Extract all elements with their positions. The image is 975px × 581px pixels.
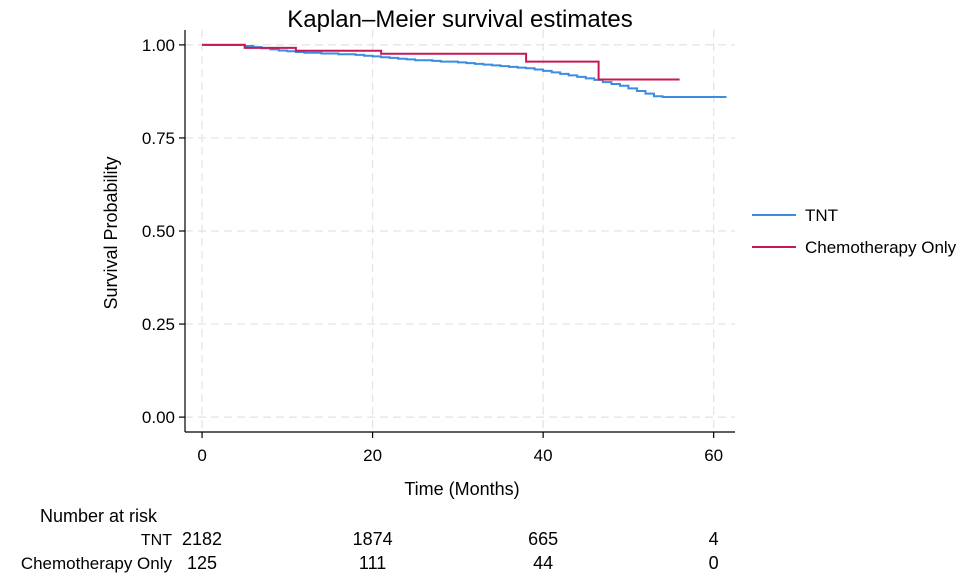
risk-count-0-1: 1874 [353,529,393,549]
y-axis-label: Survival Probability [101,156,121,309]
chart-title: Kaplan–Meier survival estimates [287,6,632,33]
legend: TNT Chemotherapy Only [752,206,957,257]
legend-label-0: TNT [805,206,838,225]
series-lines [202,43,727,98]
risk-count-0-2: 665 [528,529,558,549]
risk-count-1-1: 111 [359,553,386,573]
y-tick-label-2: 0.50 [142,222,175,241]
risk-count-0-0: 2182 [182,529,222,549]
y-ticks: 0.00 0.25 0.50 0.75 1.00 [142,36,185,427]
y-tick-label-1: 0.25 [142,315,175,334]
risk-count-1-2: 44 [533,553,553,573]
x-ticks: 0 20 40 60 [197,432,723,465]
x-axis-label: Time (Months) [404,479,519,499]
series-line-chemotherapy-only [202,43,680,81]
y-tick-label-0: 0.00 [142,408,175,427]
grid-lines [185,30,735,432]
risk-row-label-1: Chemotherapy Only [21,554,173,573]
x-tick-label-1: 20 [363,446,382,465]
series-line-tnt [202,43,727,98]
x-tick-label-2: 40 [534,446,553,465]
y-tick-label-4: 1.00 [142,36,175,55]
x-tick-label-0: 0 [197,446,206,465]
risk-row-label-0: TNT [141,532,172,549]
risk-count-0-3: 4 [709,529,719,549]
risk-table: Number at risk TNT 2182 1874 665 4 Chemothera… [21,506,719,573]
x-tick-label-3: 60 [704,446,723,465]
risk-table-title: Number at risk [40,506,158,526]
y-tick-label-3: 0.75 [142,129,175,148]
risk-count-1-0: 125 [187,553,217,573]
risk-count-1-3: 0 [709,553,719,573]
legend-label-1: Chemotherapy Only [805,238,957,257]
